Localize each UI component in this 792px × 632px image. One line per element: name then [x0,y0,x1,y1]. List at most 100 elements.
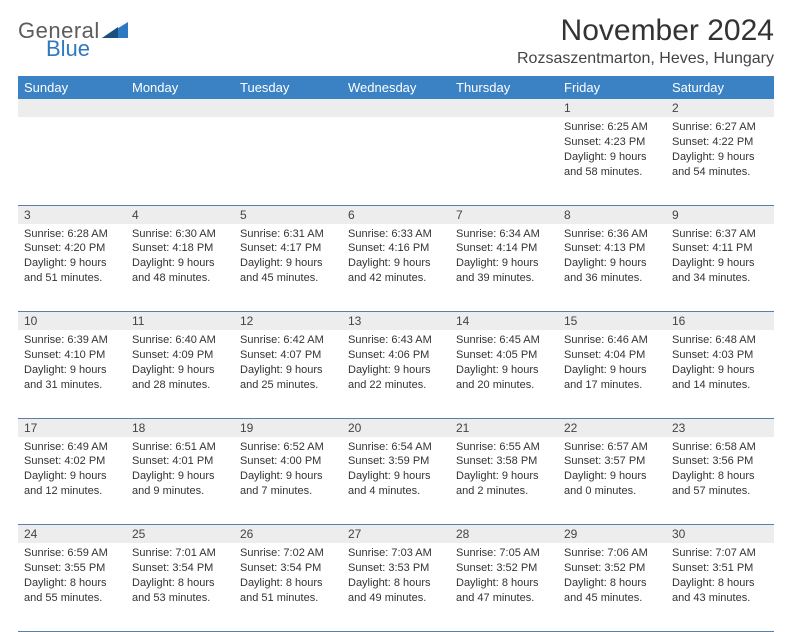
day-number: 4 [132,208,139,222]
day-number-cell: 29 [558,525,666,544]
day-number-cell: 17 [18,418,126,437]
sunrise-text: Sunrise: 6:43 AM [348,333,444,348]
day-number-row: 12 [18,99,774,117]
sunrise-text: Sunrise: 6:49 AM [24,440,120,455]
brand-logo: General Blue [18,20,128,60]
sunrise-text: Sunrise: 6:40 AM [132,333,228,348]
day-number-cell [18,99,126,117]
day-number: 18 [132,421,145,435]
day-number-cell: 13 [342,312,450,331]
day-number-cell: 6 [342,205,450,224]
daylight-text: Daylight: 8 hours and 47 minutes. [456,576,552,606]
day-number-cell: 30 [666,525,774,544]
day-number-cell: 2 [666,99,774,117]
daylight-text: Daylight: 9 hours and 48 minutes. [132,256,228,286]
weekday-header: Saturday [666,76,774,99]
weekday-header: Sunday [18,76,126,99]
daylight-text: Daylight: 9 hours and 42 minutes. [348,256,444,286]
daylight-text: Daylight: 8 hours and 43 minutes. [672,576,768,606]
day-content-cell [18,117,126,205]
sunset-text: Sunset: 3:52 PM [564,561,660,576]
day-content-cell: Sunrise: 7:02 AMSunset: 3:54 PMDaylight:… [234,543,342,631]
sunset-text: Sunset: 4:06 PM [348,348,444,363]
daylight-text: Daylight: 9 hours and 51 minutes. [24,256,120,286]
day-content-row: Sunrise: 6:25 AMSunset: 4:23 PMDaylight:… [18,117,774,205]
sunrise-text: Sunrise: 6:57 AM [564,440,660,455]
daylight-text: Daylight: 8 hours and 45 minutes. [564,576,660,606]
daylight-text: Daylight: 8 hours and 53 minutes. [132,576,228,606]
sunrise-text: Sunrise: 6:30 AM [132,227,228,242]
daylight-text: Daylight: 9 hours and 31 minutes. [24,363,120,393]
sunset-text: Sunset: 4:16 PM [348,241,444,256]
daylight-text: Daylight: 9 hours and 28 minutes. [132,363,228,393]
daylight-text: Daylight: 8 hours and 55 minutes. [24,576,120,606]
sunrise-text: Sunrise: 6:52 AM [240,440,336,455]
day-number-cell: 9 [666,205,774,224]
sunset-text: Sunset: 4:07 PM [240,348,336,363]
day-content-cell: Sunrise: 6:42 AMSunset: 4:07 PMDaylight:… [234,330,342,418]
day-number: 8 [564,208,571,222]
sunset-text: Sunset: 4:03 PM [672,348,768,363]
day-number-cell: 19 [234,418,342,437]
sunset-text: Sunset: 4:11 PM [672,241,768,256]
daylight-text: Daylight: 9 hours and 34 minutes. [672,256,768,286]
day-content-cell: Sunrise: 6:49 AMSunset: 4:02 PMDaylight:… [18,437,126,525]
day-content-row: Sunrise: 6:39 AMSunset: 4:10 PMDaylight:… [18,330,774,418]
sunrise-text: Sunrise: 7:06 AM [564,546,660,561]
day-content-cell: Sunrise: 6:34 AMSunset: 4:14 PMDaylight:… [450,224,558,312]
sunrise-text: Sunrise: 6:37 AM [672,227,768,242]
day-content-cell: Sunrise: 6:36 AMSunset: 4:13 PMDaylight:… [558,224,666,312]
day-number-cell: 1 [558,99,666,117]
sunrise-text: Sunrise: 7:07 AM [672,546,768,561]
day-content-cell: Sunrise: 6:31 AMSunset: 4:17 PMDaylight:… [234,224,342,312]
day-number-cell: 21 [450,418,558,437]
day-number-cell: 16 [666,312,774,331]
day-content-cell: Sunrise: 6:28 AMSunset: 4:20 PMDaylight:… [18,224,126,312]
sunset-text: Sunset: 3:54 PM [132,561,228,576]
sunrise-text: Sunrise: 6:27 AM [672,120,768,135]
daylight-text: Daylight: 9 hours and 25 minutes. [240,363,336,393]
day-content-cell [234,117,342,205]
day-number: 2 [672,101,679,115]
day-number: 1 [564,101,571,115]
day-content-cell: Sunrise: 6:39 AMSunset: 4:10 PMDaylight:… [18,330,126,418]
day-number: 21 [456,421,469,435]
daylight-text: Daylight: 9 hours and 14 minutes. [672,363,768,393]
day-number: 16 [672,314,685,328]
sunrise-text: Sunrise: 6:31 AM [240,227,336,242]
day-number: 22 [564,421,577,435]
day-number: 7 [456,208,463,222]
sunrise-text: Sunrise: 6:46 AM [564,333,660,348]
sunset-text: Sunset: 4:13 PM [564,241,660,256]
day-number: 30 [672,527,685,541]
sunset-text: Sunset: 3:54 PM [240,561,336,576]
day-content-cell: Sunrise: 6:51 AMSunset: 4:01 PMDaylight:… [126,437,234,525]
sunrise-text: Sunrise: 6:54 AM [348,440,444,455]
day-content-cell [450,117,558,205]
day-number-cell: 25 [126,525,234,544]
daylight-text: Daylight: 9 hours and 22 minutes. [348,363,444,393]
sunset-text: Sunset: 4:22 PM [672,135,768,150]
day-content-cell: Sunrise: 6:59 AMSunset: 3:55 PMDaylight:… [18,543,126,631]
calendar-page: General Blue November 2024 Rozsaszentmar… [0,0,792,612]
daylight-text: Daylight: 9 hours and 7 minutes. [240,469,336,499]
day-number-cell: 3 [18,205,126,224]
sunrise-text: Sunrise: 6:55 AM [456,440,552,455]
sunset-text: Sunset: 4:10 PM [24,348,120,363]
sunrise-text: Sunrise: 7:02 AM [240,546,336,561]
sunset-text: Sunset: 3:59 PM [348,454,444,469]
day-number: 5 [240,208,247,222]
day-number: 28 [456,527,469,541]
day-number-cell: 14 [450,312,558,331]
day-number: 27 [348,527,361,541]
sunset-text: Sunset: 4:17 PM [240,241,336,256]
weekday-header: Thursday [450,76,558,99]
sunrise-text: Sunrise: 6:36 AM [564,227,660,242]
page-header: General Blue November 2024 Rozsaszentmar… [18,14,774,68]
day-number-cell [342,99,450,117]
daylight-text: Daylight: 9 hours and 54 minutes. [672,150,768,180]
daylight-text: Daylight: 9 hours and 0 minutes. [564,469,660,499]
day-number-cell: 8 [558,205,666,224]
day-number: 29 [564,527,577,541]
day-number: 10 [24,314,37,328]
